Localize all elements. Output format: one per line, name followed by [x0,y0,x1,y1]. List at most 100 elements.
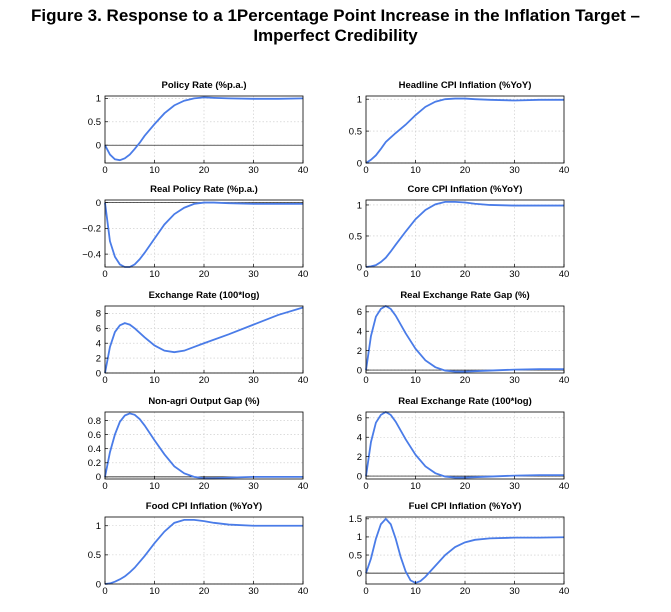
chart-panel-9: 0 10 20 30 40 0 0.5 1 Food CPI Inflation (%YoY) [88,501,309,597]
y-tick-label: 1 [96,521,101,532]
x-tick-label: 30 [509,269,520,280]
figure-title-line-2: Imperfect Credibility [253,26,418,45]
y-tick-label: 0.5 [88,117,101,128]
y-tick-label: 0 [96,368,101,379]
x-tick-label: 20 [199,481,210,492]
chart-panel-4: 0 10 20 30 40 0 0.5 1 Core CPI Inflation (%YoY) [349,184,570,280]
x-tick-label: 0 [102,269,107,280]
y-tick-label: 0.5 [349,126,362,137]
x-tick-label: 40 [298,481,309,492]
x-tick-label: 10 [410,586,421,597]
figure-title-line-1: Figure 3. Response to a 1Percentage Poin… [30,6,640,25]
y-tick-label: 1 [96,94,101,105]
y-tick-label: 1 [357,200,362,211]
y-tick-label: 0 [96,140,101,151]
figure-title: Figure 3. Response to a 1Percentage Poin… [0,6,671,46]
y-tick-label: 4 [357,327,362,338]
chart-title: Core CPI Inflation (%YoY) [408,184,523,195]
x-tick-label: 40 [559,586,570,597]
series-line [104,201,303,268]
x-tick-label: 20 [460,165,471,176]
x-tick-label: 20 [460,481,471,492]
y-tick-label: 0 [96,472,101,483]
y-tick-label: 0 [357,262,362,273]
chart-title: Food CPI Inflation (%YoY) [146,501,262,512]
x-tick-label: 10 [410,375,421,386]
y-tick-label: 0.6 [88,430,101,441]
chart-panel-8: 0 10 20 30 40 0 2 4 6 Real Exchange Rate (100*log… [357,396,570,492]
y-tick-label: 0.5 [349,231,362,242]
x-tick-label: 20 [460,586,471,597]
chart-title: Exchange Rate (100*log) [149,290,260,301]
x-tick-label: 20 [460,375,471,386]
y-tick-label: 0 [96,198,101,209]
x-tick-label: 30 [248,165,259,176]
series-line [104,96,304,162]
y-tick-label: 6 [96,324,101,335]
series-line [365,410,564,479]
y-tick-label: 4 [96,339,101,350]
y-tick-label: 1 [357,94,362,105]
chart-title: Real Exchange Rate (100*log) [398,396,532,407]
chart-panel-10: 0 10 20 30 40 0 0.5 1 1.5 Fuel CPI Inflation (%Yo… [349,501,570,597]
y-tick-label: 2 [357,346,362,357]
x-tick-label: 30 [509,375,520,386]
series-line [104,412,303,480]
y-tick-label: 0 [357,365,362,376]
x-tick-label: 30 [248,269,259,280]
x-tick-label: 10 [149,586,160,597]
y-tick-label: 0 [96,579,101,590]
chart-title: Policy Rate (%p.a.) [162,80,247,91]
x-tick-label: 20 [460,269,471,280]
x-tick-label: 40 [298,165,309,176]
x-tick-label: 0 [363,481,368,492]
x-tick-label: 40 [298,375,309,386]
x-tick-label: 10 [149,375,160,386]
x-tick-label: 30 [509,165,520,176]
x-tick-label: 10 [149,481,160,492]
chart-title: Headline CPI Inflation (%YoY) [399,80,532,91]
x-tick-label: 40 [559,375,570,386]
y-tick-label: 0.8 [88,416,101,427]
series-line [365,304,564,373]
x-tick-label: 10 [410,269,421,280]
series-line [365,97,564,164]
y-tick-label: 0 [357,471,362,482]
y-tick-label: 4 [357,433,362,444]
x-tick-label: 0 [363,375,368,386]
x-tick-label: 40 [559,269,570,280]
x-tick-label: 0 [102,165,107,176]
x-tick-label: 10 [149,165,160,176]
chart-title: Real Exchange Rate Gap (%) [400,290,529,301]
chart-title: Real Policy Rate (%p.a.) [150,184,258,195]
x-tick-label: 20 [199,165,210,176]
y-tick-label: 1.5 [349,514,362,525]
chart-panel-3: 0 10 20 30 40 −0.4 −0.2 0 Real Policy Rate (%p.a… [82,184,308,280]
y-tick-label: 8 [96,309,101,320]
x-tick-label: 30 [509,481,520,492]
chart-panel-2: 0 10 20 30 40 0 0.5 1 Headline CPI Inflation (%Y… [349,80,570,176]
x-tick-label: 30 [248,586,259,597]
y-tick-label: −0.2 [82,224,101,235]
x-tick-label: 40 [559,165,570,176]
x-tick-label: 30 [509,586,520,597]
x-tick-label: 0 [102,586,107,597]
x-tick-label: 40 [298,586,309,597]
series-line [104,519,303,585]
x-tick-label: 20 [199,375,210,386]
x-tick-label: 30 [248,481,259,492]
chart-title: Non-agri Output Gap (%) [148,396,259,407]
series-line [365,200,564,268]
y-tick-label: 2 [357,452,362,463]
x-tick-label: 0 [363,165,368,176]
y-tick-label: 0 [357,568,362,579]
x-tick-label: 20 [199,586,210,597]
y-tick-label: 0.4 [88,444,101,455]
x-tick-label: 0 [102,481,107,492]
x-tick-label: 40 [298,269,309,280]
x-tick-label: 10 [149,269,160,280]
x-tick-label: 0 [363,586,368,597]
